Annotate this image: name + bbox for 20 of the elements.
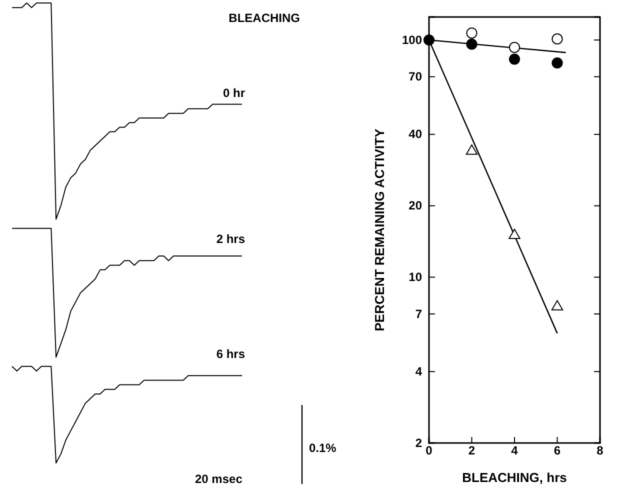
x-tick-label: 0 xyxy=(426,444,433,458)
y-axis-title: PERCENT REMAINING ACTIVITY xyxy=(372,128,387,332)
y-tick-label: 70 xyxy=(408,70,422,84)
y-tick-label: 20 xyxy=(408,198,422,213)
x-tick-label: 8 xyxy=(596,444,604,458)
y-tick-label: 4 xyxy=(415,364,422,378)
x-tick-label: 2 xyxy=(468,444,476,458)
series-label: 6 hrs xyxy=(216,347,246,361)
y-tick-label: 7 xyxy=(415,306,422,321)
x-axis-title: BLEACHING, hrs xyxy=(462,470,567,485)
y-tick-label: 40 xyxy=(408,127,422,142)
text: 0.1% xyxy=(309,441,337,455)
text: 20 msec xyxy=(195,472,243,486)
series-label: 2 hrs xyxy=(216,232,246,246)
x-tick-label: 6 xyxy=(554,444,561,458)
text: BLEACHING xyxy=(228,11,300,25)
x-tick-label: 4 xyxy=(511,444,518,458)
y-tick-label: 100 xyxy=(402,32,422,47)
series-label: 0 hr xyxy=(222,86,246,100)
y-tick-label: 10 xyxy=(408,270,422,284)
